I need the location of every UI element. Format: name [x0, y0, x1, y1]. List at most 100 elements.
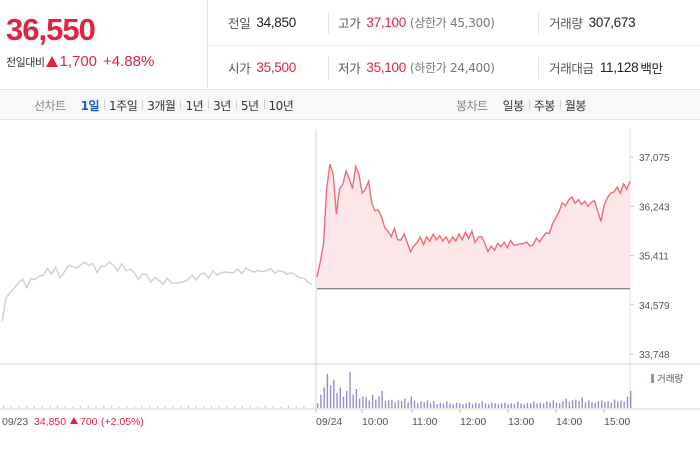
volume-bar [523, 404, 525, 408]
volume-bar [426, 400, 429, 408]
open-label: 시가 [228, 61, 251, 76]
candle-chart-tabs: 봉차트 일봉 주봉 월봉 [456, 90, 591, 120]
divider [328, 57, 329, 79]
upper-limit: (상한가 45,300) [409, 16, 495, 30]
volume-bar [491, 402, 493, 408]
volume-bar [481, 401, 483, 408]
volume-bar [571, 400, 574, 408]
volume-bar [287, 406, 290, 408]
x-tick-label: 14:00 [556, 416, 582, 428]
prev-day-line [1, 260, 313, 322]
volume-bar [10, 406, 12, 408]
volume-bar [597, 401, 600, 408]
x-tick-label: 11:00 [412, 416, 438, 428]
volume-bar [488, 404, 490, 408]
volume-bar [568, 401, 571, 408]
tab-line-3[interactable]: 1년 [180, 97, 208, 114]
volume-bar [607, 401, 609, 408]
prev-day-label: 09/23 [2, 416, 28, 428]
low-value: 35,100 [366, 60, 406, 75]
lower-limit: (하한가 24,400) [409, 61, 495, 75]
volume-bar [465, 403, 467, 408]
change-row: 전일대비 1,700 +4.88% [6, 53, 154, 70]
volume-bar [517, 401, 519, 408]
volume-bar [388, 400, 390, 408]
high-value: 37,100 [366, 15, 406, 30]
volume-bar [72, 406, 74, 408]
candle-chart-title: 봉차트 [456, 98, 488, 113]
volume-bar [446, 401, 448, 408]
tab-line-1[interactable]: 1주일 [104, 97, 142, 114]
y-tick-label: 33,748 [639, 350, 670, 361]
prev-day-percent: (+2.05%) [101, 416, 144, 428]
volume-bar [404, 398, 406, 408]
prev-close-value: 34,850 [256, 15, 296, 30]
volume-bar [494, 403, 496, 408]
volume-bar [510, 403, 512, 408]
volume-bar [604, 401, 606, 408]
volume-bar [455, 402, 458, 408]
volume-bar [257, 406, 259, 408]
volume-bar [500, 403, 503, 408]
prev-day-close: 34,850 [34, 416, 66, 428]
prev-day-change: 700 [80, 416, 98, 428]
volume-bar [3, 405, 5, 408]
volume-bar [323, 387, 325, 408]
today-area [316, 163, 631, 290]
change-amount: 1,700 [59, 53, 98, 70]
volume-bar [133, 406, 136, 408]
volume-bar [391, 399, 393, 408]
volume-bar [149, 406, 151, 408]
volume-bar [226, 406, 228, 408]
tab-candle-1[interactable]: 주봉 [528, 97, 560, 114]
volume-bar [164, 406, 166, 408]
volume-bar [559, 403, 561, 408]
volume-bar [349, 371, 351, 408]
tab-line-2[interactable]: 3개월 [142, 97, 180, 114]
tab-line-6[interactable]: 10년 [263, 97, 299, 114]
tab-line-5[interactable]: 5년 [235, 97, 264, 114]
volume-cell: 거래량 307,673 [549, 0, 636, 45]
volume-bar [371, 394, 374, 408]
volume-bar [581, 397, 583, 408]
low-label: 저가 [338, 61, 361, 76]
volume-bar [413, 400, 416, 408]
volume-bar [578, 401, 580, 408]
volume-bar [333, 379, 335, 408]
tab-candle-2[interactable]: 월봉 [559, 97, 591, 114]
volume-bar [241, 406, 243, 408]
tab-line-4[interactable]: 3년 [208, 97, 236, 114]
volume-bar [630, 390, 632, 408]
y-tick-label: 35,411 [639, 252, 669, 263]
volume-bar [584, 402, 587, 408]
volume-bar [355, 389, 358, 408]
prev-close-cell: 전일 34,850 [228, 0, 296, 45]
tab-line-0[interactable]: 1일 [80, 98, 100, 113]
high-cell: 고가 37,100 (상한가 45,300) [338, 0, 495, 45]
amount-unit: 백만 [640, 61, 663, 76]
volume-bar [410, 396, 412, 408]
volume-bar [400, 401, 403, 408]
tab-candle-0[interactable]: 일봉 [502, 98, 525, 113]
volume-bar [536, 403, 538, 408]
line-chart-tabs: 선차트 1일 1주일 3개월 1년 3년 5년 10년 [34, 90, 298, 120]
volume-bar [358, 398, 361, 408]
volume-bar [555, 402, 558, 408]
divider [328, 12, 329, 34]
x-axis: 09/23 34,850 700 (+2.05%) 09/24 10:00 11:00 12:… [2, 409, 630, 428]
volume-bar [591, 401, 593, 408]
price-chart: 37,075 36,243 35,411 34,579 33,748 거래량 09/23… [0, 129, 700, 428]
volume-bar [484, 403, 487, 408]
volume-bar [420, 401, 422, 408]
volume-bar [478, 403, 480, 408]
volume-bar [526, 402, 529, 408]
volume-bar [234, 406, 236, 408]
volume-bar [249, 406, 251, 408]
volume-bar [449, 403, 451, 408]
y-tick-label: 37,075 [639, 153, 670, 164]
volume-bar [317, 403, 319, 408]
volume-bar [56, 405, 59, 408]
low-cell: 저가 35,100 (하한가 24,400) [338, 45, 495, 90]
x-tick-label: 09/24 [316, 416, 342, 428]
today-area-fill [317, 164, 630, 289]
